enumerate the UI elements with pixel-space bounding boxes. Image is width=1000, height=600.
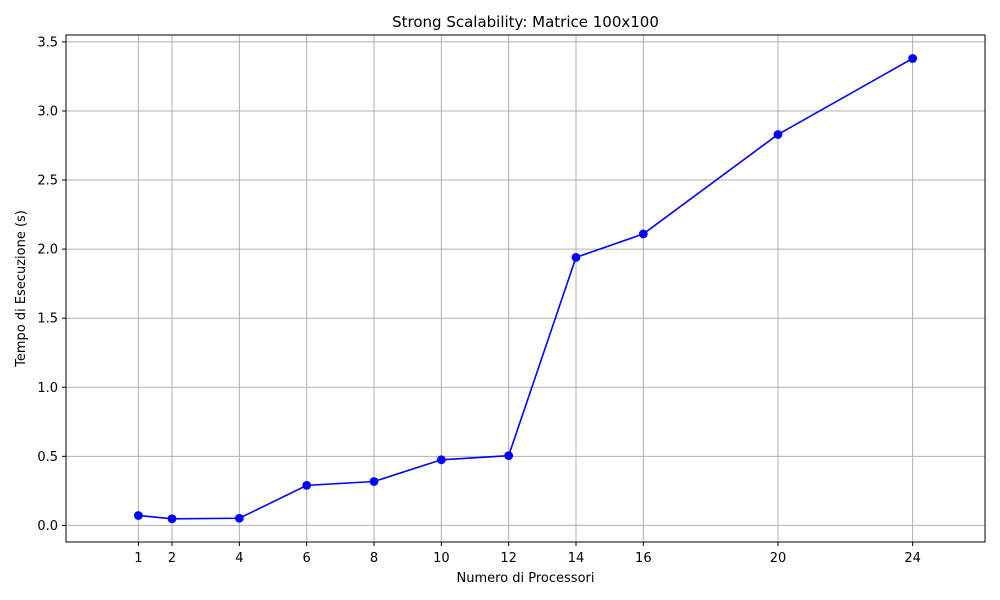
x-tick-label: 20 — [770, 551, 787, 566]
grid — [66, 35, 985, 542]
axis-ticks: 1 2 4 6 8 10 12 14 16 20 240.00.51.01.52.02.53.03.… — [37, 35, 921, 566]
data-point — [133, 511, 143, 520]
data-point — [167, 514, 177, 524]
data-point — [234, 513, 244, 523]
x-tick-label: 16 — [635, 551, 652, 566]
x-axis-label: Numero di Processori — [457, 571, 595, 586]
x-tick-label: 1 — [134, 551, 142, 566]
data-point — [638, 229, 648, 239]
x-tick-label: 2 — [168, 551, 176, 566]
y-tick-label: 2.0 — [37, 243, 58, 258]
data-point — [369, 477, 379, 486]
series-layer — [133, 54, 918, 524]
x-tick-label: 8 — [370, 551, 378, 566]
y-tick-label: 3.0 — [37, 104, 58, 119]
y-tick-label: 1.0 — [37, 381, 58, 396]
data-point — [302, 480, 312, 490]
chart-title: Strong Scalability: Matrice 100x100 — [392, 13, 659, 31]
y-tick-label: 0.5 — [37, 450, 58, 465]
series-line — [138, 57, 914, 520]
x-tick-label: 10 — [433, 551, 450, 566]
data-point — [773, 130, 783, 139]
y-axis-label: Tempo di Esecuzione (s) — [14, 210, 29, 368]
data-point — [908, 54, 918, 63]
x-tick-label: 4 — [235, 551, 243, 566]
x-tick-label: 12 — [500, 551, 517, 566]
data-point — [571, 253, 581, 262]
y-tick-label: 3.5 — [37, 35, 58, 50]
x-tick-label: 14 — [568, 551, 585, 566]
data-point — [504, 451, 514, 461]
x-tick-label: 6 — [303, 551, 311, 566]
plot-frame — [65, 34, 986, 543]
y-tick-label: 1.5 — [37, 312, 58, 327]
data-point — [436, 455, 446, 465]
y-tick-label: 2.5 — [37, 174, 58, 189]
x-tick-label: 24 — [904, 551, 921, 566]
y-tick-label: 0.0 — [37, 519, 58, 534]
